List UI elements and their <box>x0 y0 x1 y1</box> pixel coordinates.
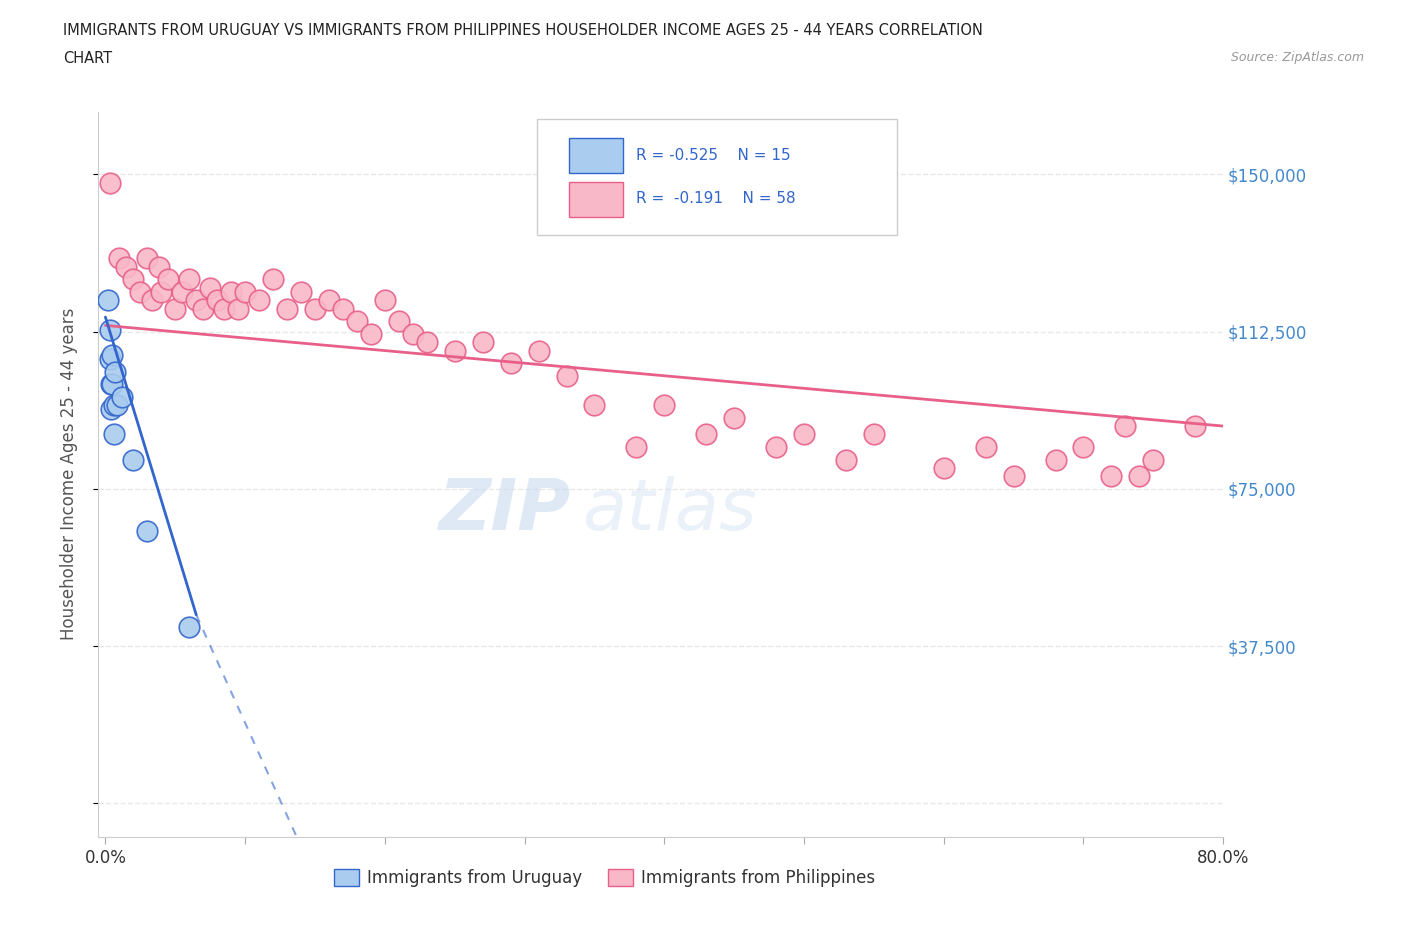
Point <box>1002 469 1025 484</box>
Text: atlas: atlas <box>582 476 756 545</box>
Point <box>157 272 180 286</box>
Point <box>318 293 340 308</box>
Point <box>111 390 134 405</box>
Point <box>141 293 163 308</box>
Point <box>276 301 298 316</box>
Point <box>97 293 120 308</box>
Point <box>723 410 745 425</box>
Point <box>360 326 382 341</box>
Point <box>226 301 249 316</box>
Point <box>122 272 145 286</box>
FancyBboxPatch shape <box>537 119 897 235</box>
Text: R =  -0.191    N = 58: R = -0.191 N = 58 <box>636 192 796 206</box>
Text: IMMIGRANTS FROM URUGUAY VS IMMIGRANTS FROM PHILIPPINES HOUSEHOLDER INCOME AGES 2: IMMIGRANTS FROM URUGUAY VS IMMIGRANTS FR… <box>63 23 983 38</box>
Point <box>122 452 145 467</box>
Point <box>765 440 787 455</box>
Point <box>104 365 127 379</box>
Point <box>193 301 215 316</box>
Point <box>98 322 121 337</box>
Point <box>100 402 122 417</box>
Point <box>262 272 284 286</box>
Point <box>932 460 955 475</box>
Point <box>626 440 648 455</box>
Point <box>374 293 396 308</box>
Point <box>863 427 886 442</box>
Point <box>136 524 159 538</box>
Point <box>212 301 235 316</box>
Point <box>200 280 222 295</box>
Point <box>129 285 152 299</box>
Point <box>527 343 550 358</box>
Point <box>583 398 606 413</box>
Point <box>290 285 312 299</box>
Point <box>402 326 425 341</box>
Point <box>416 335 439 350</box>
Point <box>103 427 125 442</box>
Point <box>100 377 122 392</box>
Point <box>179 272 201 286</box>
Point <box>388 313 411 328</box>
Point <box>1142 452 1164 467</box>
Legend: Immigrants from Uruguay, Immigrants from Philippines: Immigrants from Uruguay, Immigrants from… <box>328 862 882 894</box>
Point <box>150 285 173 299</box>
Point <box>98 176 121 191</box>
Text: CHART: CHART <box>63 51 112 66</box>
Point <box>695 427 717 442</box>
Point <box>1073 440 1095 455</box>
Point <box>101 377 124 392</box>
Point <box>346 313 368 328</box>
Point <box>98 352 121 366</box>
Point <box>443 343 465 358</box>
Point <box>148 259 170 274</box>
Point <box>835 452 858 467</box>
Point <box>304 301 326 316</box>
Point <box>1114 418 1136 433</box>
Point <box>974 440 997 455</box>
Point <box>332 301 354 316</box>
Bar <box>568 139 623 173</box>
Bar <box>568 182 623 217</box>
Point <box>247 293 270 308</box>
Point <box>499 356 522 371</box>
Point <box>136 251 159 266</box>
Point <box>1184 418 1206 433</box>
Point <box>101 348 124 363</box>
Text: ZIP: ZIP <box>439 476 571 545</box>
Text: Source: ZipAtlas.com: Source: ZipAtlas.com <box>1230 51 1364 64</box>
Point <box>1128 469 1150 484</box>
Point <box>471 335 494 350</box>
Point <box>105 398 128 413</box>
Point <box>172 285 194 299</box>
Point <box>165 301 187 316</box>
Point <box>1099 469 1122 484</box>
Point <box>555 368 578 383</box>
Point <box>103 398 125 413</box>
Point <box>652 398 675 413</box>
Point <box>219 285 242 299</box>
Point <box>233 285 256 299</box>
Text: R = -0.525    N = 15: R = -0.525 N = 15 <box>636 148 790 163</box>
Point <box>186 293 208 308</box>
Point <box>179 620 201 635</box>
Y-axis label: Householder Income Ages 25 - 44 years: Householder Income Ages 25 - 44 years <box>59 308 77 641</box>
Point <box>108 251 131 266</box>
Point <box>115 259 138 274</box>
Point <box>793 427 815 442</box>
Point <box>205 293 228 308</box>
Point <box>1045 452 1067 467</box>
